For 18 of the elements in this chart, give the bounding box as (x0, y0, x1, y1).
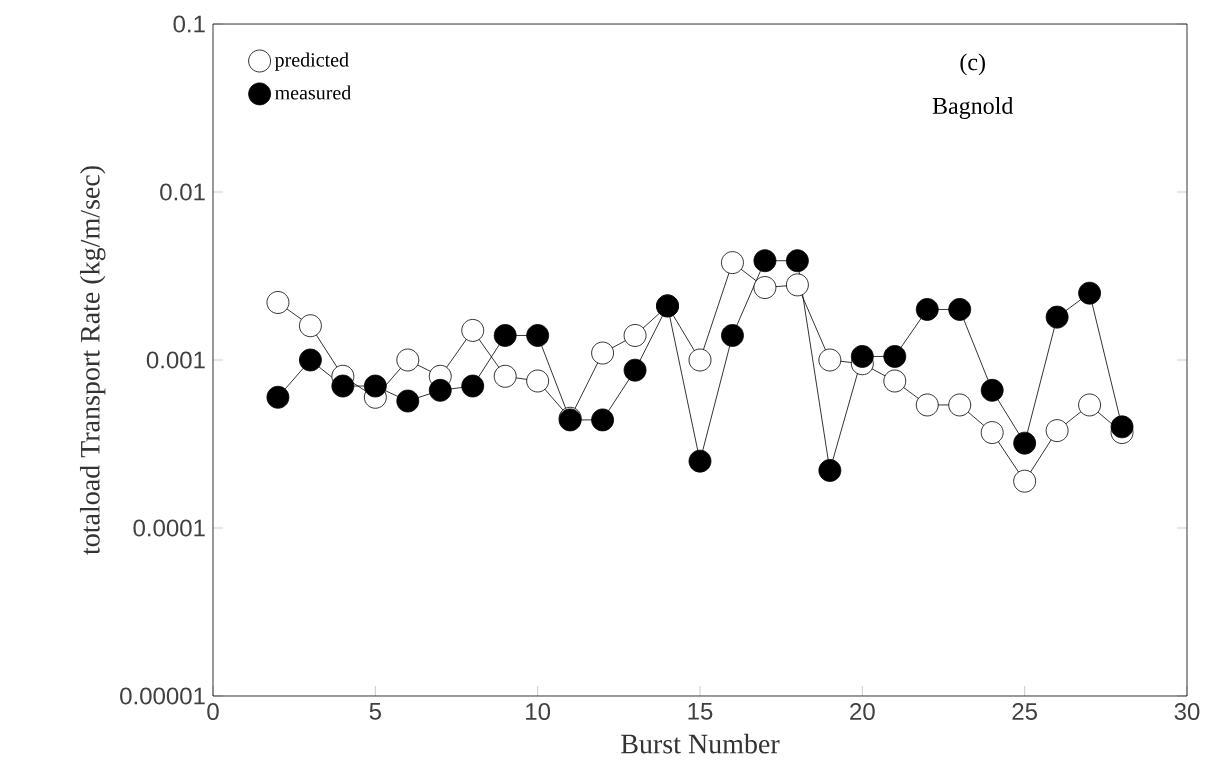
x-tick-label: 15 (688, 703, 713, 720)
legend-label: measured (275, 85, 352, 100)
annotation: (c) (960, 53, 985, 76)
y-tick-label: 0.00001 (120, 687, 205, 705)
y-tick-label: 0.1 (173, 15, 205, 33)
x-tick-label: 5 (369, 703, 381, 720)
x-tick-label: 25 (1012, 703, 1037, 721)
annotation: Bagnold (932, 97, 1014, 119)
x-tick-label: 20 (850, 703, 875, 721)
y-tick-label: 0.0001 (133, 519, 205, 537)
y-tick-label: 0.01 (160, 183, 205, 201)
x-tick-label: 0 (207, 703, 219, 721)
x-axis-title: Burst Number (621, 733, 780, 754)
legend-label: predicted (274, 52, 349, 71)
y-axis-title: totaload Transport Rate (kg/m/sec) (79, 166, 106, 555)
x-tick-label: 30 (1174, 703, 1200, 721)
y-tick-label: 0.001 (146, 351, 205, 369)
x-tick-label: 10 (526, 703, 551, 721)
